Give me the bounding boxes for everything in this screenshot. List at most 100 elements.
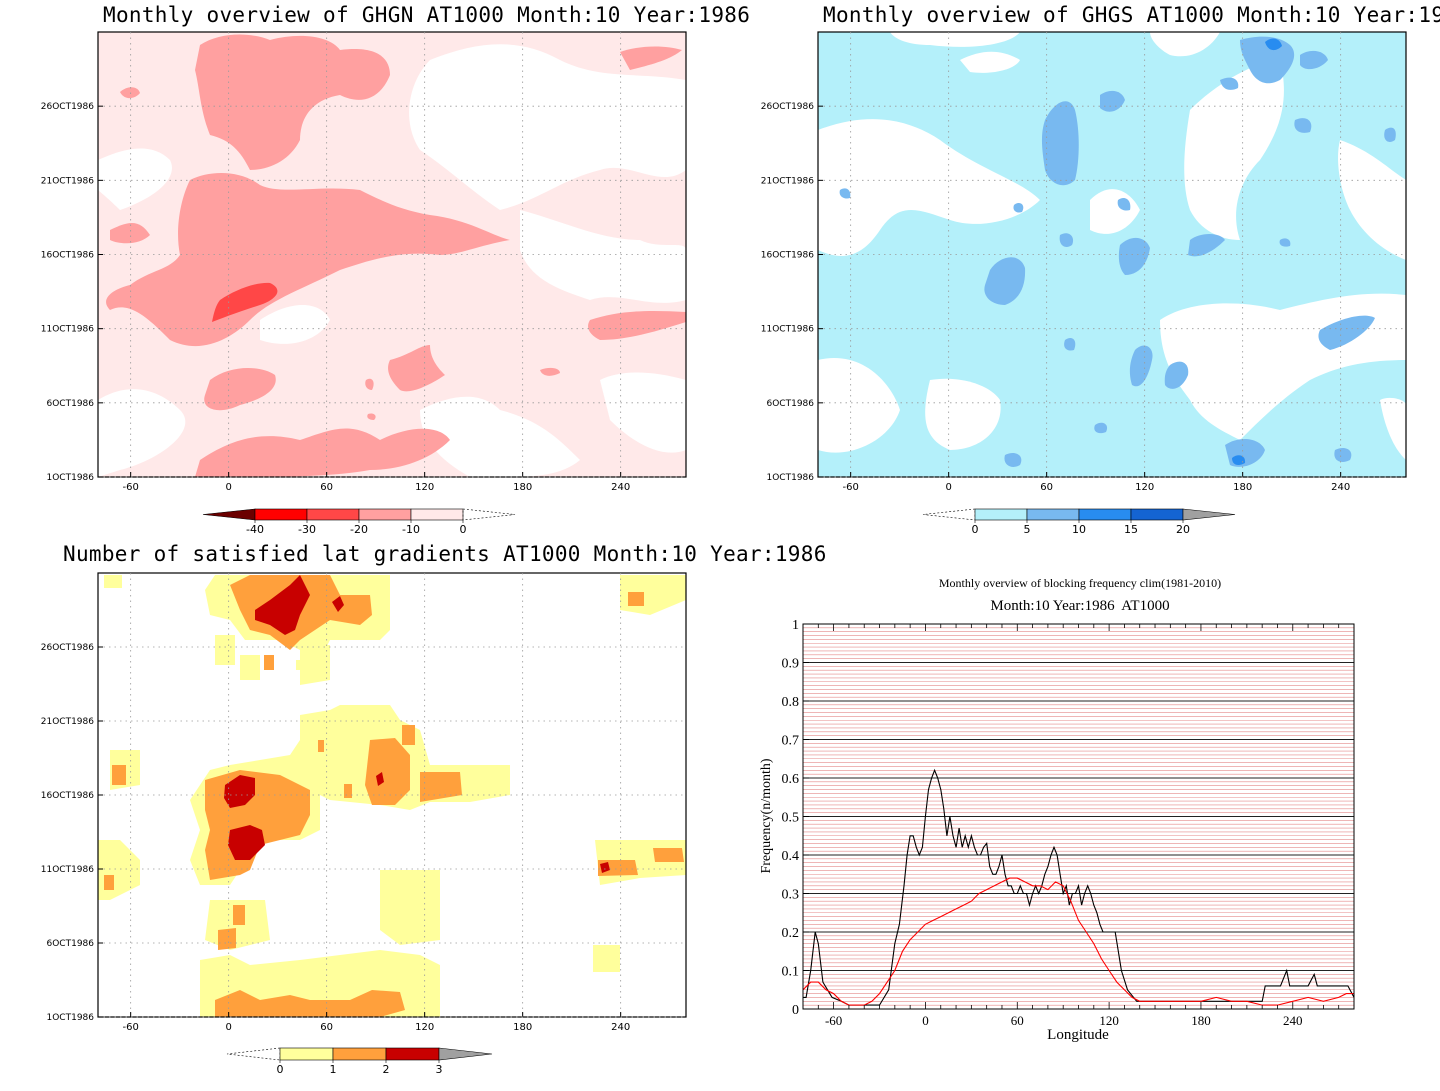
panel-ghgs: Monthly overview of GHGS AT1000 Month:10… [720, 0, 1440, 540]
ghgs-contour-blue-13 [1294, 118, 1312, 133]
ghgs-contour-white-5 [925, 378, 1001, 450]
colorbar-extend-low [226, 1047, 281, 1061]
lat-orange-10 [233, 905, 245, 925]
ghgs-contour-blue-2 [984, 257, 1026, 305]
lat-yellow-15 [296, 660, 306, 670]
y-tick-label: 0 [792, 1003, 799, 1018]
ghgn-contour-pink-10 [540, 367, 560, 376]
ghgs-contour-blue-23 [1334, 448, 1352, 462]
ghgs-contour-blue-6 [1220, 77, 1239, 90]
chart-title-blocking: Monthly overview of blocking frequency c… [938, 576, 1222, 590]
ghgs-contour-white-3 [1184, 60, 1284, 240]
blocking-grid [803, 623, 1354, 1010]
ghgn-contour-pink-12 [367, 413, 376, 420]
colorbar-label: 15 [1124, 523, 1138, 536]
colorbar-segment [1078, 508, 1132, 521]
ghgn-contours [98, 34, 686, 477]
y-tick-label: 21OCT1986 [761, 176, 814, 186]
ghgs-contour-blue-1 [1041, 101, 1079, 186]
ghgs-contours [818, 32, 1406, 467]
y-tick-label: 0.9 [782, 657, 800, 672]
lat-red-3 [224, 775, 255, 808]
colorbar-segment [1130, 508, 1184, 521]
lat-orange-6 [215, 990, 405, 1017]
colorbar-segment [306, 508, 360, 521]
ghgs-contour-blue-19 [1094, 422, 1108, 434]
chart-title-ghgn: Monthly overview of GHGN AT1000 Month:10… [103, 3, 751, 27]
colorbar-label: 3 [436, 1063, 443, 1076]
lat-yellow-11 [215, 635, 235, 665]
ghgs-contour-blue-9 [1129, 345, 1153, 387]
y-tick-label: 26OCT1986 [41, 643, 94, 653]
ghgn-contour-white-5 [420, 396, 580, 477]
y-tick-label: 16OCT1986 [761, 251, 814, 261]
lat-orange-9 [112, 765, 126, 785]
y-tick-label: 0.2 [782, 926, 800, 941]
lat-orange-16 [318, 740, 324, 752]
ghgs-contour-blue-22 [839, 188, 851, 199]
ghgs-contour-blue-10 [1164, 361, 1189, 389]
ghgs-contour-blue-17 [1013, 202, 1024, 213]
colorbar-label: 10 [1072, 523, 1086, 536]
ghgn-contour-pink-9 [120, 87, 140, 99]
colorbar-extend-high [462, 508, 516, 521]
ghgn-contour-white-4 [98, 389, 186, 477]
lat-orange-14 [104, 875, 114, 890]
ghgn-contour-white-6 [260, 305, 330, 344]
lat-red-5 [600, 862, 610, 873]
x-tick-label: 0 [922, 1013, 929, 1028]
ghgs-contour-blue-8 [1318, 315, 1375, 350]
lat-orange-17 [264, 655, 274, 670]
colorbar-label: -30 [298, 523, 316, 536]
lat-yellow-14 [104, 575, 122, 588]
ghgs-ticks: -60 0 60 120 180 240 1OCT1986 6OCT1986 11OCT1986… [761, 32, 1406, 493]
lat-colorbar: 0 1 2 3 [226, 1047, 493, 1076]
lat-orange-4 [420, 772, 462, 802]
y-tick-label: 21OCT1986 [41, 176, 94, 186]
chart-title-lat-gradients: Number of satisfied lat gradients AT1000… [63, 542, 827, 566]
blocking-series [802, 768, 1355, 1006]
x-tick-label: 120 [415, 482, 434, 493]
ghgs-contour-white-10 [1150, 32, 1220, 57]
x-tick-label: 240 [1331, 482, 1350, 493]
colorbar-label: -20 [350, 523, 368, 536]
ghgs-contour-white-11 [1380, 397, 1406, 460]
ghgn-contour-pink-4 [204, 368, 276, 411]
colorbar-label: 1 [330, 1063, 337, 1076]
x-tick-label: 120 [1135, 482, 1154, 493]
lat-orange-3 [365, 738, 410, 805]
ghgs-contour-blue-3 [1118, 237, 1150, 275]
x-tick-label: 60 [320, 1022, 333, 1033]
lat-orange-7 [218, 928, 236, 950]
chart-subtitle-blocking: Month:10 Year:1986 AT1000 [990, 598, 1170, 614]
y-tick-label: 1 [792, 618, 799, 633]
colorbar-extend-low [922, 508, 976, 521]
colorbar-segment [358, 508, 412, 521]
x-tick-label: 180 [513, 1022, 532, 1033]
ghgs-contour-white-8 [960, 51, 1020, 73]
ghgs-contour-blue-5 [1240, 36, 1295, 84]
x-tick-label: 240 [1283, 1013, 1303, 1028]
colorbar-label: 0 [277, 1063, 284, 1076]
colorbar-label: 2 [383, 1063, 390, 1076]
x-tick-label: 120 [415, 1022, 434, 1033]
lat-orange-8 [653, 848, 684, 862]
y-tick-label: 11OCT1986 [761, 325, 814, 335]
ghgs-contour-blue-20 [1004, 453, 1022, 467]
ghgs-contour-dark-2 [1232, 455, 1246, 466]
lat-red-6 [376, 772, 384, 786]
ghgs-contour-white-2 [818, 358, 900, 453]
ghgs-contour-blue-15 [1059, 233, 1074, 247]
x-tick-label: 0 [225, 482, 231, 493]
colorbar-segment [254, 508, 308, 521]
panel-ghgn: Monthly overview of GHGN AT1000 Month:10… [0, 0, 750, 540]
x-tick-label: 60 [320, 482, 333, 493]
panel-blocking-frequency: Monthly overview of blocking frequency c… [720, 540, 1440, 1091]
lat-yellow-13 [240, 655, 260, 680]
x-tick-label: -60 [842, 482, 858, 493]
ghgs-contour-dark-1 [1265, 38, 1282, 51]
lat-contours [98, 575, 686, 1017]
colorbar-segment [279, 1047, 334, 1061]
ghgs-contour-blue-16 [1117, 198, 1131, 211]
series-line-black [803, 768, 1355, 1006]
